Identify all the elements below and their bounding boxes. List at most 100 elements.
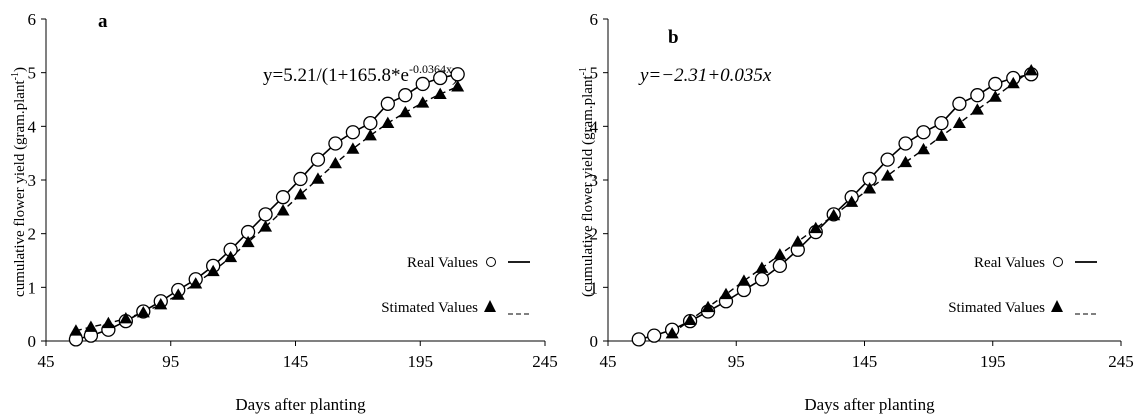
y-tick-label: 4 bbox=[590, 117, 599, 136]
real-value-point bbox=[275, 190, 291, 205]
legend-marker-circle bbox=[486, 257, 496, 267]
estimated-value-point bbox=[101, 316, 115, 329]
real-value-point bbox=[631, 332, 646, 347]
y-axis-label-superscript: -1 bbox=[10, 72, 21, 80]
x-tick-label: 145 bbox=[283, 352, 309, 371]
estimated-value-point bbox=[916, 142, 930, 155]
estimated-value-point bbox=[224, 250, 238, 263]
y-axis-label-main: (cumulative flower yield (gram.plant bbox=[580, 75, 596, 297]
estimated-value-point bbox=[189, 277, 203, 289]
x-tick-label: 45 bbox=[38, 352, 55, 371]
real-value-point bbox=[415, 76, 430, 92]
y-tick-label: 1 bbox=[28, 278, 37, 297]
real-value-point bbox=[880, 152, 895, 167]
y-axis-label: (cumulative flower yield (gram.plant-1 bbox=[578, 67, 596, 297]
legend-marker-triangle bbox=[1051, 300, 1063, 312]
estimated-value-point bbox=[881, 169, 895, 181]
x-axis-label: Days after planting bbox=[235, 395, 366, 414]
estimated-value-point bbox=[276, 204, 290, 216]
estimated-value-point bbox=[970, 103, 984, 115]
x-tick-label: 95 bbox=[728, 352, 745, 371]
y-axis-label-close: ) bbox=[12, 67, 28, 72]
estimated-value-point bbox=[863, 182, 877, 194]
estimated-value-point bbox=[845, 195, 859, 207]
legend-marker-triangle bbox=[484, 300, 496, 312]
estimated-value-point bbox=[988, 90, 1002, 102]
real-value-point bbox=[345, 125, 361, 140]
estimated-value-point bbox=[381, 116, 395, 128]
real-value-point bbox=[934, 115, 949, 131]
estimated-value-point bbox=[737, 274, 751, 286]
estimated-value-point bbox=[293, 187, 307, 200]
estimated-value-point bbox=[119, 311, 133, 324]
real-value-point bbox=[952, 96, 967, 111]
real-value-point bbox=[450, 67, 465, 82]
estimated-value-point bbox=[433, 87, 447, 100]
y-tick-label: 3 bbox=[28, 171, 37, 190]
estimated-value-point bbox=[69, 324, 83, 336]
equation: y=−2.31+0.035x bbox=[638, 65, 772, 86]
real-value-point bbox=[754, 272, 770, 287]
panel-label: b bbox=[668, 27, 679, 48]
real-value-point bbox=[363, 115, 378, 131]
legend-label: Stimated Values bbox=[381, 300, 478, 316]
real-value-point bbox=[258, 207, 273, 222]
y-tick-label: 2 bbox=[28, 225, 37, 244]
estimated-value-point bbox=[701, 300, 715, 313]
y-tick-label: 2 bbox=[590, 225, 599, 244]
estimated-value-point bbox=[683, 313, 697, 325]
estimated-value-point bbox=[311, 172, 325, 184]
estimated-value-point bbox=[791, 235, 805, 247]
estimated-value-point bbox=[84, 320, 98, 332]
real-value-point bbox=[898, 136, 913, 151]
legend-label: Stimated Values bbox=[948, 300, 1045, 316]
y-tick-label: 5 bbox=[28, 64, 37, 83]
estimated-value-point bbox=[346, 142, 360, 154]
x-tick-label: 195 bbox=[408, 352, 434, 371]
x-tick-label: 145 bbox=[852, 352, 878, 371]
real-value-point bbox=[916, 125, 931, 140]
real-value-point bbox=[647, 328, 662, 343]
x-tick-label: 245 bbox=[1108, 352, 1134, 371]
x-tick-label: 95 bbox=[162, 352, 179, 371]
y-tick-label: 1 bbox=[590, 278, 599, 297]
estimated-value-point bbox=[416, 96, 430, 108]
y-tick-label: 3 bbox=[590, 171, 599, 190]
legend-marker-circle bbox=[1053, 257, 1063, 267]
estimated-value-point bbox=[154, 298, 168, 310]
y-tick-label: 0 bbox=[590, 332, 599, 351]
estimated-value-point bbox=[171, 288, 185, 300]
y-tick-label: 6 bbox=[28, 10, 37, 29]
estimated-value-point bbox=[665, 326, 679, 339]
legend-label: Real Values bbox=[974, 255, 1045, 271]
estimated-value-point bbox=[259, 220, 273, 232]
y-axis-label-superscript: -1 bbox=[578, 67, 589, 75]
x-tick-label: 245 bbox=[532, 352, 558, 371]
equation-main: y=5.21/(1+165.8*e bbox=[263, 65, 409, 86]
x-axis-label: Days after planting bbox=[804, 395, 935, 414]
y-axis-label: cumulative flower yield (gram.plant-1) bbox=[10, 67, 28, 297]
estimated-value-point bbox=[363, 128, 377, 141]
estimated-value-point bbox=[719, 287, 733, 300]
estimated-value-point bbox=[934, 129, 948, 141]
estimated-value-point bbox=[899, 155, 913, 168]
panel-label: a bbox=[98, 11, 108, 32]
real-value-point bbox=[772, 258, 788, 274]
estimated-value-point bbox=[241, 235, 255, 248]
estimated-value-point bbox=[398, 105, 412, 118]
estimated-value-point bbox=[773, 248, 787, 260]
estimated-value-point bbox=[136, 306, 150, 318]
estimated-value-point bbox=[1024, 64, 1038, 76]
real-value-point bbox=[988, 76, 1003, 92]
y-axis-label-main: cumulative flower yield (gram.plant bbox=[12, 80, 28, 297]
y-tick-label: 0 bbox=[28, 332, 37, 351]
estimated-value-point bbox=[206, 264, 220, 277]
estimated-value-point bbox=[328, 156, 342, 169]
equation-main: y=−2.31+0.035x bbox=[638, 65, 772, 86]
real-value-point bbox=[433, 70, 448, 86]
real-value-point bbox=[970, 88, 985, 103]
legend-label: Real Values bbox=[407, 255, 478, 271]
